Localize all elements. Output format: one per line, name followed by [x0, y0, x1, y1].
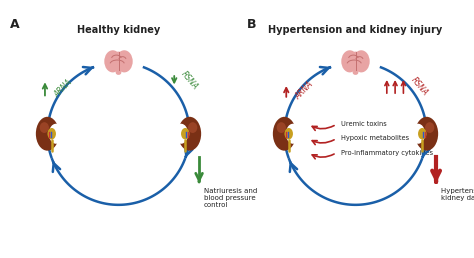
Text: ARNA: ARNA — [52, 78, 73, 100]
Ellipse shape — [411, 124, 425, 144]
Text: B: B — [246, 18, 256, 31]
Ellipse shape — [104, 50, 121, 72]
Text: ARNA: ARNA — [293, 79, 315, 101]
Ellipse shape — [415, 117, 438, 151]
Ellipse shape — [277, 122, 286, 133]
Ellipse shape — [36, 117, 59, 151]
Ellipse shape — [178, 117, 201, 151]
Text: RSNA: RSNA — [410, 76, 430, 98]
Ellipse shape — [341, 50, 358, 72]
Text: Pro-inflammatory cytokines: Pro-inflammatory cytokines — [341, 150, 433, 156]
Ellipse shape — [116, 70, 121, 75]
Text: RSNA: RSNA — [179, 69, 200, 91]
Ellipse shape — [49, 124, 63, 144]
Text: A: A — [9, 18, 19, 31]
Text: Hypertension and kidney injury: Hypertension and kidney injury — [268, 25, 443, 35]
Ellipse shape — [284, 128, 293, 140]
Ellipse shape — [273, 117, 296, 151]
Text: Healthy kidney: Healthy kidney — [77, 25, 160, 35]
Text: Hypoxic metabolites: Hypoxic metabolites — [341, 135, 410, 141]
Ellipse shape — [113, 52, 124, 71]
Ellipse shape — [188, 122, 197, 133]
Ellipse shape — [116, 50, 133, 72]
Text: Natriuresis and
blood pressure
control: Natriuresis and blood pressure control — [204, 188, 257, 208]
Ellipse shape — [181, 128, 190, 140]
Ellipse shape — [425, 122, 434, 133]
Ellipse shape — [353, 70, 358, 75]
Ellipse shape — [350, 52, 361, 71]
Ellipse shape — [174, 124, 188, 144]
Text: Uremic toxins: Uremic toxins — [341, 121, 387, 127]
Text: Hypertension  and
kidney damage: Hypertension and kidney damage — [441, 188, 474, 201]
Ellipse shape — [40, 122, 49, 133]
Ellipse shape — [353, 50, 370, 72]
Ellipse shape — [418, 128, 427, 140]
Ellipse shape — [286, 124, 300, 144]
Ellipse shape — [47, 128, 56, 140]
